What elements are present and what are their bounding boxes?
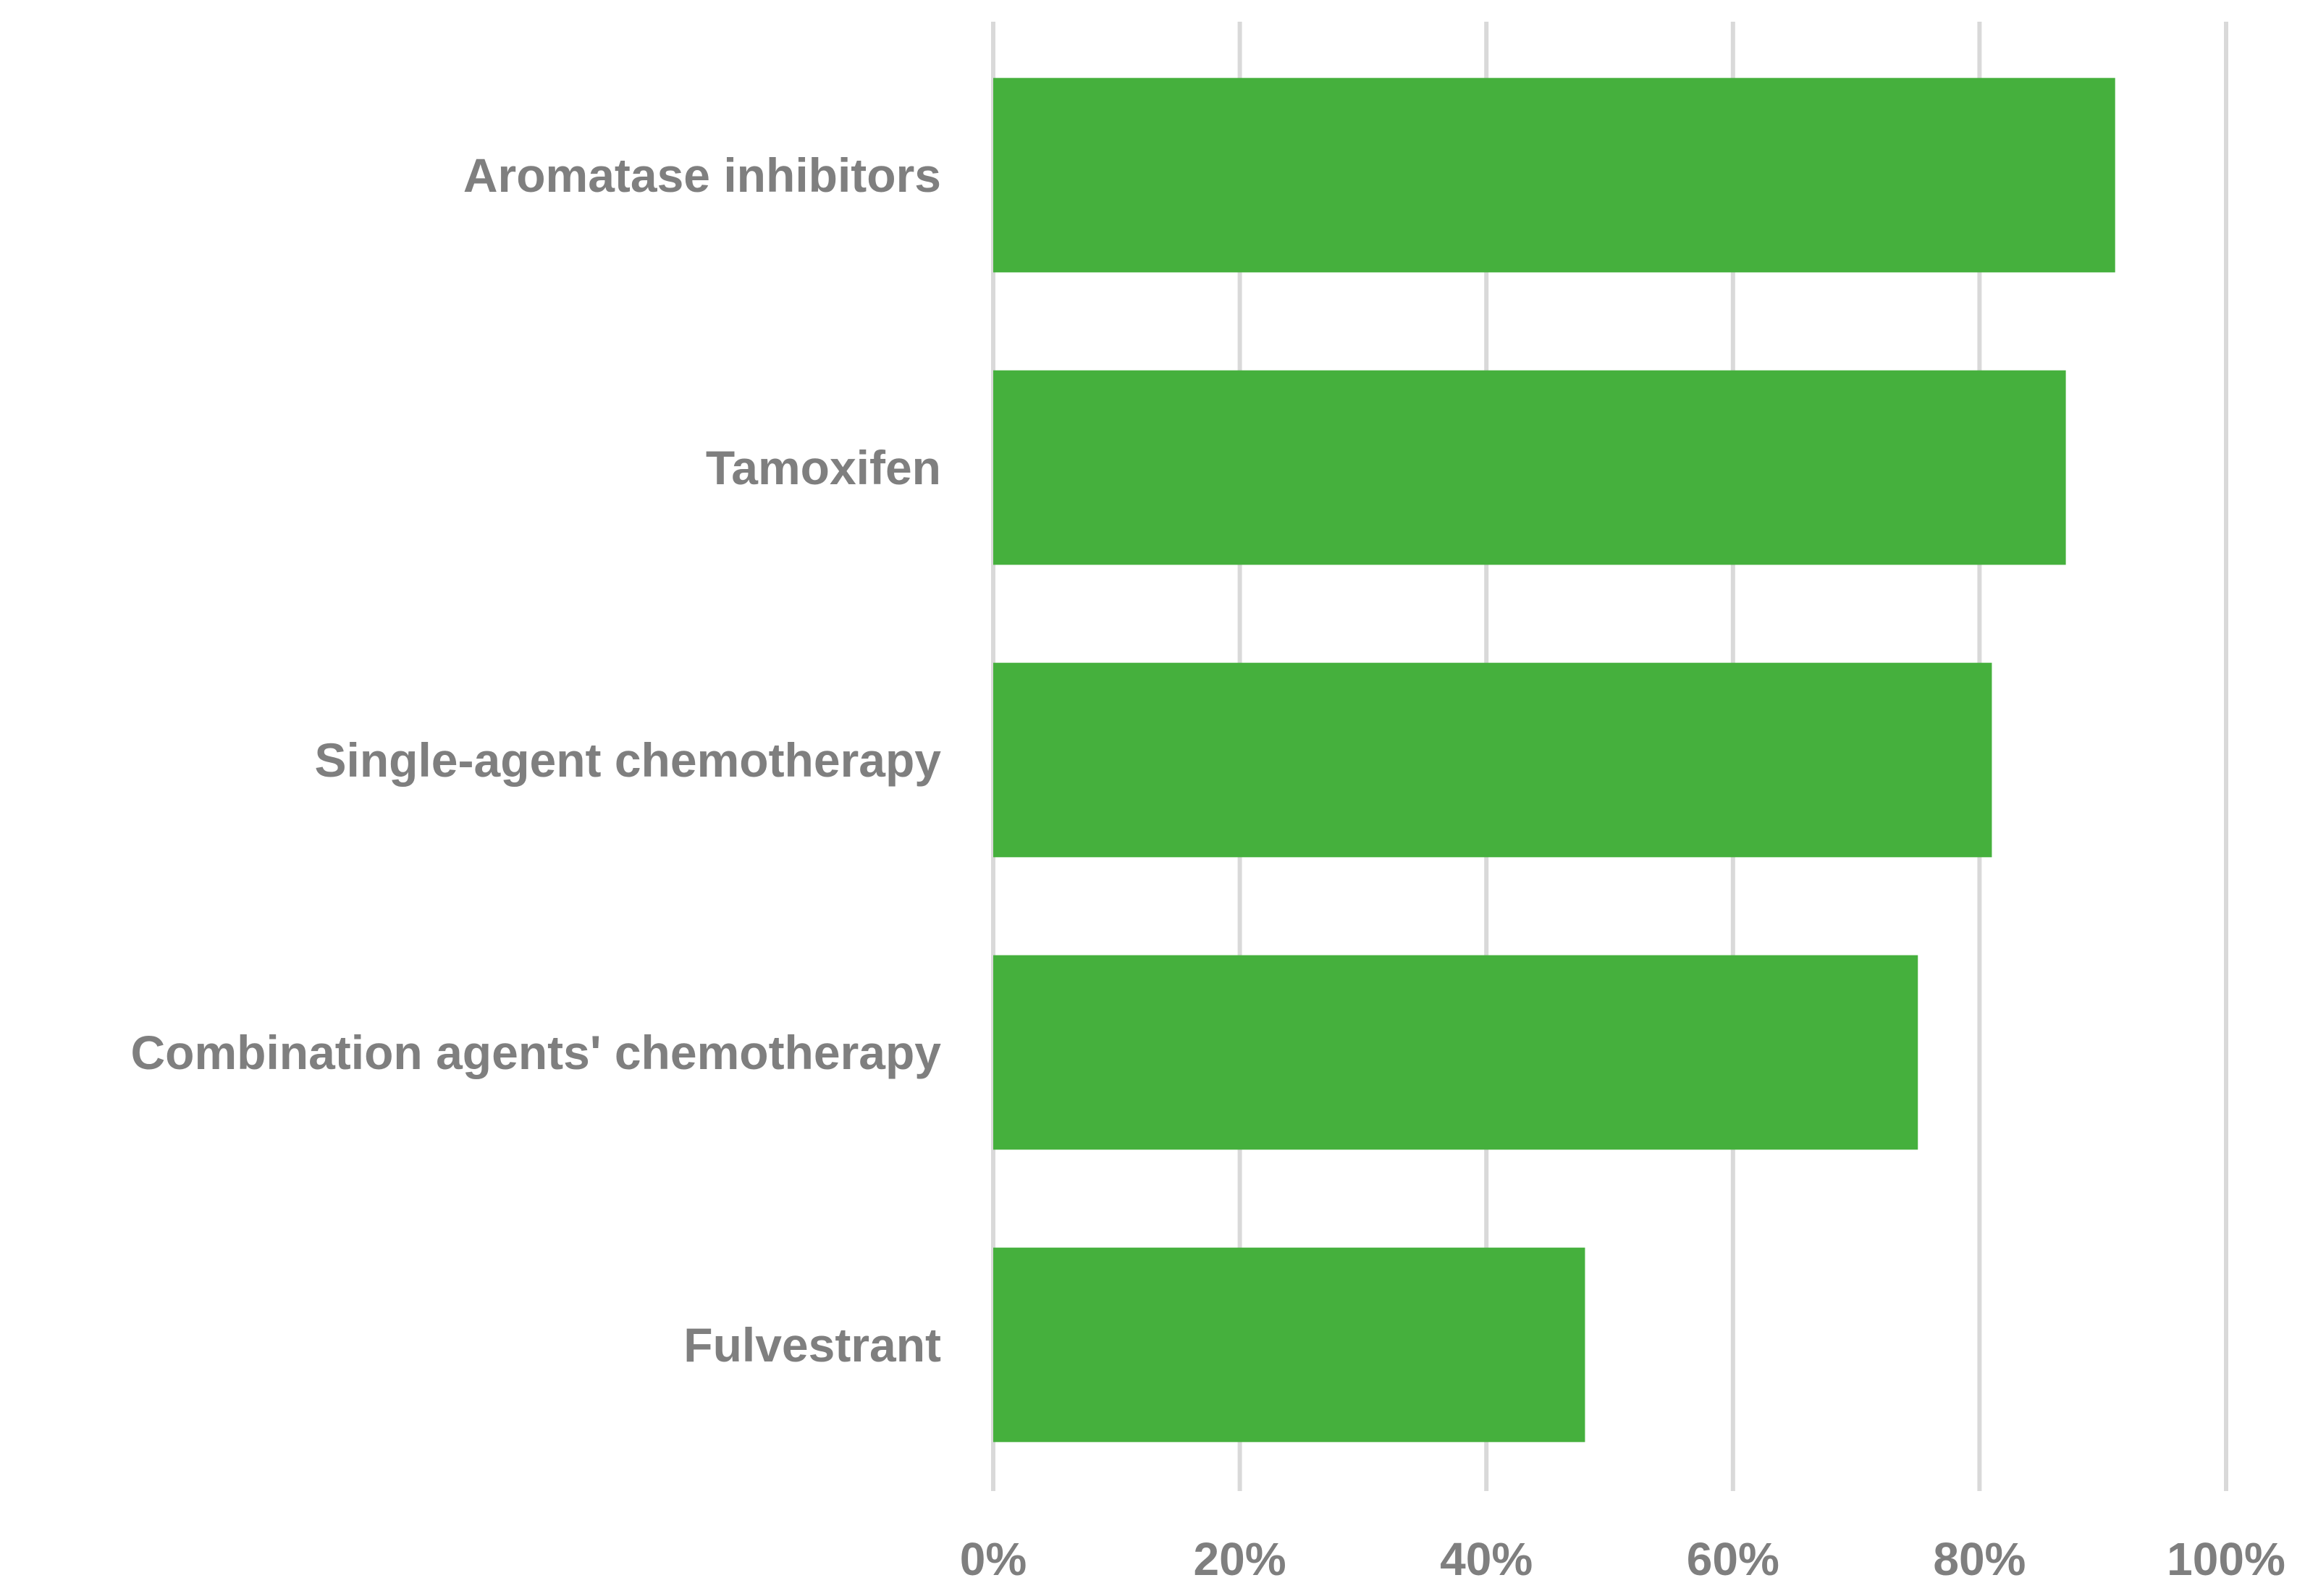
- x-tick-label: 20%: [1194, 1533, 1286, 1585]
- x-tick-labels: 0% 20% 40% 60% 80% 100%: [960, 1533, 2285, 1585]
- bars: [993, 77, 2115, 1443]
- category-label-combination-agents-chemotherapy: Combination agents' chemotherapy: [130, 1026, 941, 1079]
- bar-combination-agents-chemotherapy: [993, 955, 1918, 1150]
- x-tick-label: 40%: [1440, 1533, 1533, 1585]
- category-label-fulvestrant: Fulvestrant: [683, 1318, 941, 1372]
- category-label-aromatase-inhibitors: Aromatase inhibitors: [463, 148, 941, 202]
- bar-aromatase-inhibitors: [993, 77, 2115, 273]
- bar-fulvestrant: [993, 1247, 1585, 1443]
- category-labels: Aromatase inhibitors Tamoxifen Single-agen…: [130, 148, 941, 1372]
- category-label-tamoxifen: Tamoxifen: [706, 441, 941, 494]
- x-tick-label: 80%: [1933, 1533, 2026, 1585]
- x-tick-label: 100%: [2167, 1533, 2285, 1585]
- bar-tamoxifen: [993, 370, 2066, 565]
- x-tick-label: 0%: [960, 1533, 1027, 1585]
- x-tick-label: 60%: [1687, 1533, 1779, 1585]
- category-label-single-agent-chemotherapy: Single-agent chemotherapy: [314, 733, 941, 787]
- bar-single-agent-chemotherapy: [993, 662, 1992, 858]
